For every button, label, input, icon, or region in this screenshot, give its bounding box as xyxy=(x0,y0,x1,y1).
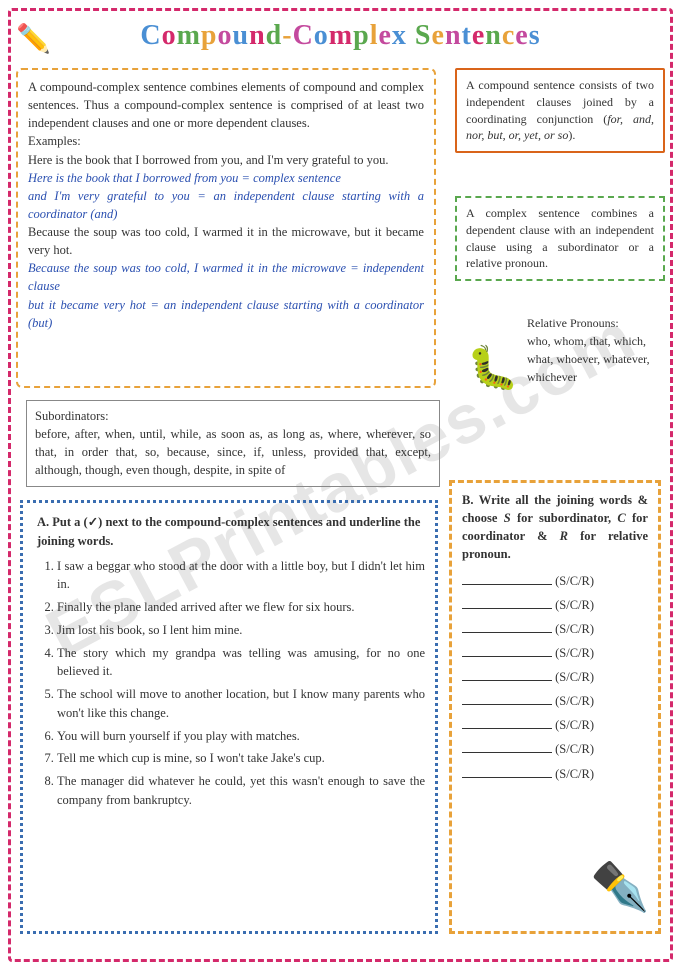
page-title: Compound-Complex Sentences xyxy=(14,14,667,52)
content-region: ✏️ Compound-Complex Sentences A compound… xyxy=(14,14,667,956)
blank-line[interactable] xyxy=(462,597,552,609)
exercise-b: B. Write all the joining words & choose … xyxy=(449,480,661,934)
exercise-a-letter: A. xyxy=(37,515,49,529)
scr-tag: (S/C/R) xyxy=(552,646,594,660)
blank-line[interactable] xyxy=(462,573,552,585)
bug-icon: 🐛 xyxy=(467,344,519,393)
subord-label: Subordinators: xyxy=(35,407,431,425)
exercise-a-item[interactable]: Finally the plane landed arrived after w… xyxy=(57,598,425,617)
scr-tag: (S/C/R) xyxy=(552,694,594,708)
exercise-a-item[interactable]: The manager did whatever he could, yet t… xyxy=(57,772,425,810)
exercise-b-rows: (S/C/R) (S/C/R) (S/C/R) (S/C/R) (S/C/R) … xyxy=(462,572,648,783)
scr-tag: (S/C/R) xyxy=(552,670,594,684)
exercise-a-item[interactable]: The school will move to another location… xyxy=(57,685,425,723)
exercise-a-item[interactable]: Tell me which cup is mine, so I won't ta… xyxy=(57,749,425,768)
exercise-b-row[interactable]: (S/C/R) xyxy=(462,668,648,686)
exercise-b-row[interactable]: (S/C/R) xyxy=(462,572,648,590)
complex-box: A complex sentence combines a dependent … xyxy=(455,196,665,281)
scr-tag: (S/C/R) xyxy=(552,742,594,756)
exercise-a-list: I saw a beggar who stood at the door wit… xyxy=(37,557,425,810)
def-ex1-analysis-b: and I'm very grateful to you = an indepe… xyxy=(28,187,424,223)
exercise-b-letter: B. xyxy=(462,493,473,507)
compound-text-b: ). xyxy=(568,128,575,142)
exercise-b-row[interactable]: (S/C/R) xyxy=(462,644,648,662)
relpron-label: Relative Pronouns: xyxy=(527,314,655,332)
compound-box: A compound sentence consists of two inde… xyxy=(455,68,665,153)
pencil-icon: ✏️ xyxy=(16,22,51,56)
pen-icon: ✒️ xyxy=(590,853,650,923)
exercise-a-item[interactable]: The story which my grandpa was telling w… xyxy=(57,644,425,682)
exercise-a-item[interactable]: You will burn yourself if you play with … xyxy=(57,727,425,746)
scr-tag: (S/C/R) xyxy=(552,574,594,588)
exercise-a-head: A. Put a (✓) next to the compound-comple… xyxy=(37,513,425,551)
def-ex2-analysis-b: but it became very hot = an independent … xyxy=(28,296,424,332)
exercise-a-item[interactable]: I saw a beggar who stood at the door wit… xyxy=(57,557,425,595)
exercise-a-item[interactable]: Jim lost his book, so I lent him mine. xyxy=(57,621,425,640)
title-region: ✏️ Compound-Complex Sentences xyxy=(14,14,667,64)
scr-tag: (S/C/R) xyxy=(552,622,594,636)
def-ex1: Here is the book that I borrowed from yo… xyxy=(28,151,424,169)
subord-list: before, after, when, until, while, as so… xyxy=(35,425,431,479)
scr-tag: (S/C/R) xyxy=(552,767,594,781)
exercise-b-head: B. Write all the joining words & choose … xyxy=(462,491,648,564)
blank-line[interactable] xyxy=(462,669,552,681)
scr-tag: (S/C/R) xyxy=(552,718,594,732)
relative-pronouns-box: Relative Pronouns: who, whom, that, whic… xyxy=(527,314,655,386)
relpron-list: who, whom, that, which, what, whoever, w… xyxy=(527,332,655,386)
blank-line[interactable] xyxy=(462,645,552,657)
exercise-b-row[interactable]: (S/C/R) xyxy=(462,620,648,638)
def-p1: A compound-complex sentence combines ele… xyxy=(28,78,424,132)
exercise-a-instruction: Put a (✓) next to the compound-complex s… xyxy=(37,515,420,548)
exercise-b-row[interactable]: (S/C/R) xyxy=(462,596,648,614)
def-examples-label: Examples: xyxy=(28,132,424,150)
blank-line[interactable] xyxy=(462,766,552,778)
blank-line[interactable] xyxy=(462,693,552,705)
def-ex1-analysis-a: Here is the book that I borrowed from yo… xyxy=(28,169,424,187)
blank-line[interactable] xyxy=(462,621,552,633)
scr-tag: (S/C/R) xyxy=(552,598,594,612)
exercise-b-row[interactable]: (S/C/R) xyxy=(462,740,648,758)
blank-line[interactable] xyxy=(462,717,552,729)
exercise-b-row[interactable]: (S/C/R) xyxy=(462,716,648,734)
blank-line[interactable] xyxy=(462,741,552,753)
exercise-b-row[interactable]: (S/C/R) xyxy=(462,692,648,710)
exercise-a: A. Put a (✓) next to the compound-comple… xyxy=(20,500,438,934)
subordinators-box: Subordinators: before, after, when, unti… xyxy=(26,400,440,487)
def-ex2: Because the soup was too cold, I warmed … xyxy=(28,223,424,259)
definition-box: A compound-complex sentence combines ele… xyxy=(16,68,436,388)
exercise-b-row[interactable]: (S/C/R) xyxy=(462,765,648,783)
def-ex2-analysis-a: Because the soup was too cold, I warmed … xyxy=(28,259,424,295)
